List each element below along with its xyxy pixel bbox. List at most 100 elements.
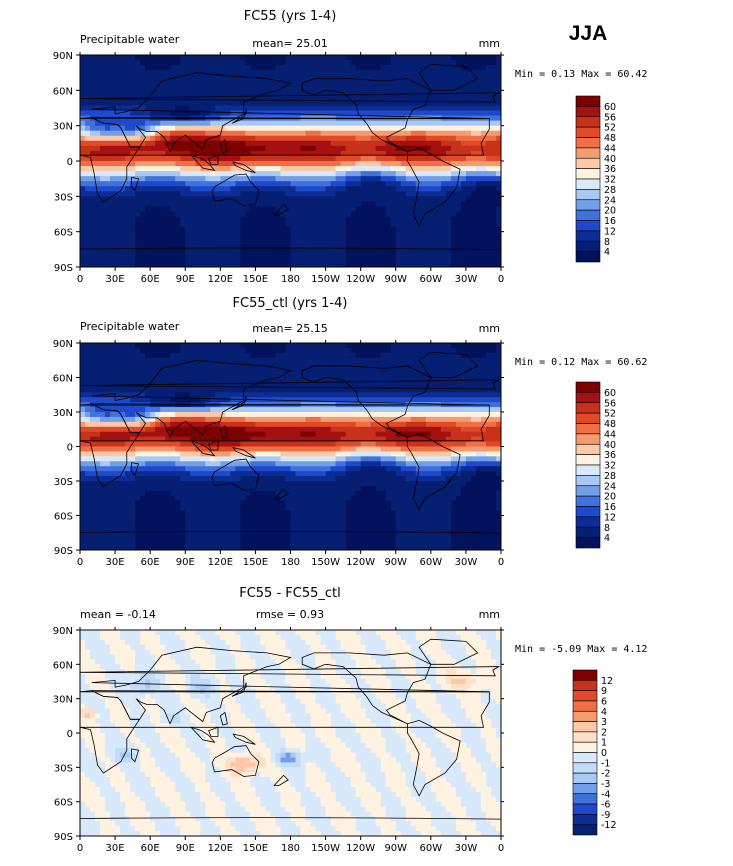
field-cell bbox=[410, 236, 417, 243]
field-cell bbox=[430, 216, 437, 222]
field-cell bbox=[325, 412, 331, 418]
field-cell bbox=[235, 75, 241, 81]
field-cell bbox=[405, 216, 412, 222]
field-cell bbox=[200, 236, 206, 243]
field-cell bbox=[280, 150, 286, 157]
field-cell bbox=[310, 196, 316, 202]
field-cell bbox=[345, 382, 352, 388]
field-cell bbox=[155, 140, 161, 147]
field-cell bbox=[150, 70, 156, 76]
field-cell bbox=[130, 211, 136, 217]
field-cell bbox=[450, 176, 457, 182]
field-cell bbox=[325, 206, 331, 212]
field-cell bbox=[435, 60, 442, 66]
field-cell bbox=[115, 221, 121, 228]
field-cell bbox=[405, 382, 412, 388]
field-cell bbox=[315, 130, 321, 137]
field-cell bbox=[285, 251, 291, 258]
field-cell bbox=[290, 110, 296, 116]
field-cell bbox=[360, 135, 367, 142]
field-cell bbox=[480, 397, 487, 403]
field-cell bbox=[245, 412, 251, 418]
field-cell bbox=[95, 407, 101, 413]
field-cell bbox=[170, 343, 176, 349]
field-cell bbox=[450, 110, 457, 116]
field-cell bbox=[310, 191, 316, 197]
field-cell bbox=[115, 100, 121, 106]
field-cell bbox=[125, 150, 131, 157]
field-cell bbox=[150, 135, 156, 142]
field-cell bbox=[285, 231, 291, 238]
field-cell bbox=[165, 90, 171, 96]
field-cell bbox=[370, 352, 377, 359]
field-cell bbox=[355, 105, 362, 111]
field-cell bbox=[395, 155, 402, 162]
field-cell bbox=[385, 343, 392, 349]
field-cell bbox=[90, 186, 96, 192]
field-cell bbox=[195, 105, 201, 111]
field-cell bbox=[315, 191, 321, 197]
field-cell bbox=[120, 412, 126, 418]
field-cell bbox=[305, 125, 311, 132]
field-cell bbox=[165, 382, 171, 388]
field-cell bbox=[200, 397, 206, 403]
field-cell bbox=[100, 110, 106, 116]
field-cell bbox=[140, 176, 146, 182]
field-cell bbox=[270, 85, 276, 91]
field-cell bbox=[200, 241, 206, 248]
field-cell bbox=[410, 90, 417, 96]
field-cell bbox=[425, 90, 432, 96]
field-cell bbox=[100, 206, 106, 212]
field-cell bbox=[185, 357, 191, 364]
field-cell bbox=[415, 256, 422, 263]
field-cell bbox=[305, 412, 311, 418]
field-cell bbox=[325, 261, 331, 268]
field-cell bbox=[210, 181, 216, 187]
field-cell bbox=[90, 135, 96, 142]
field-cell bbox=[300, 65, 306, 71]
field-cell bbox=[320, 412, 326, 418]
field-cell bbox=[255, 347, 261, 354]
min-max-stats: Min = 0.13 Max = 60.42 bbox=[515, 69, 647, 80]
field-cell bbox=[460, 387, 467, 393]
field-cell bbox=[225, 236, 231, 243]
field-cell bbox=[100, 226, 106, 233]
field-cell bbox=[85, 367, 91, 373]
field-cell bbox=[245, 387, 251, 393]
field-cell bbox=[495, 110, 502, 116]
field-cell bbox=[260, 231, 266, 238]
field-cell bbox=[125, 236, 131, 243]
field-cell bbox=[380, 110, 387, 116]
field-cell bbox=[345, 181, 352, 187]
map-plot bbox=[79, 342, 502, 551]
field-cell bbox=[305, 181, 311, 187]
field-cell bbox=[285, 347, 291, 354]
field-cell bbox=[335, 60, 342, 66]
field-cell bbox=[430, 171, 437, 177]
field-cell bbox=[235, 236, 241, 243]
field-cell bbox=[250, 367, 256, 373]
field-cell bbox=[125, 246, 131, 253]
field-cell bbox=[350, 155, 357, 162]
field-cell bbox=[370, 80, 377, 86]
field-cell bbox=[480, 347, 487, 354]
field-cell bbox=[210, 100, 216, 106]
field-cell bbox=[205, 186, 211, 192]
field-cell bbox=[375, 397, 382, 403]
field-cell bbox=[305, 196, 311, 202]
field-cell bbox=[445, 100, 452, 106]
field-cell bbox=[230, 251, 236, 258]
field-cell bbox=[230, 125, 236, 132]
field-cell bbox=[270, 150, 276, 157]
field-cell bbox=[145, 343, 151, 349]
field-cell bbox=[220, 241, 226, 248]
field-cell bbox=[365, 231, 372, 238]
field-cell bbox=[460, 416, 467, 423]
field-cell bbox=[235, 387, 241, 393]
field-cell bbox=[455, 196, 462, 202]
field-cell bbox=[490, 221, 497, 228]
field-cell bbox=[280, 236, 286, 243]
field-cell bbox=[215, 201, 221, 207]
field-cell bbox=[285, 181, 291, 187]
field-cell bbox=[285, 145, 291, 152]
